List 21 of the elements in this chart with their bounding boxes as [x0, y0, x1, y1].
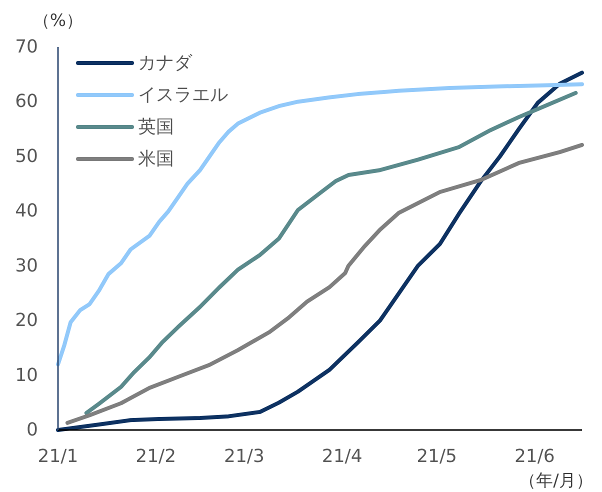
legend-label: 米国 [138, 148, 174, 170]
legend-label: カナダ [138, 52, 193, 74]
y-axis-title: （%） [32, 11, 84, 31]
y-tick-label: 70 [15, 36, 38, 58]
y-tick-label: 30 [15, 255, 38, 276]
y-tick-label: 50 [15, 146, 38, 167]
legend-label: 英国 [138, 116, 174, 138]
line-series [65, 142, 584, 425]
x-tick-label: 21/3 [224, 446, 264, 467]
x-tick-label: 21/4 [322, 446, 362, 467]
x-tick-label: 21/6 [514, 446, 555, 467]
legend-label: イスラエル [138, 84, 228, 106]
x-tick-label: 21/1 [38, 446, 78, 467]
y-tick-label: 20 [15, 310, 38, 332]
x-tick-label: 21/5 [416, 446, 458, 467]
x-axis-title: （年/月） [519, 471, 593, 491]
x-tick-label: 21/2 [136, 446, 176, 467]
y-tick-label: 40 [15, 200, 38, 222]
y-tick-label: 60 [15, 91, 38, 112]
y-tick-label: 0 [26, 420, 38, 440]
y-tick-label: 10 [15, 364, 38, 386]
